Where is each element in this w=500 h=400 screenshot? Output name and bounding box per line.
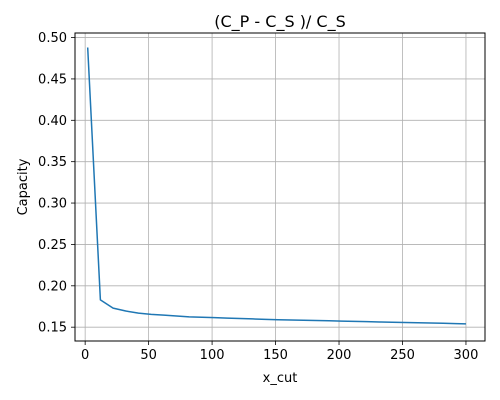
x-axis: 0 50 100 150 200 250 300 <box>81 341 478 363</box>
x-axis-label: x_cut <box>263 371 298 386</box>
y-tick-label: 0.45 <box>38 72 67 87</box>
series-line <box>86 47 466 325</box>
y-tick-label: 0.40 <box>38 114 67 129</box>
x-tick-label: 0 <box>81 348 89 363</box>
x-tick-label: 250 <box>390 348 415 363</box>
chart-title: (C_P - C_S )/ C_S <box>214 12 345 32</box>
y-tick-label: 0.30 <box>38 197 67 212</box>
x-tick-label: 50 <box>140 348 157 363</box>
x-tick-label: 300 <box>454 348 479 363</box>
x-tick-label: 150 <box>263 348 288 363</box>
y-tick-label: 0.15 <box>38 321 67 336</box>
plot-frame <box>74 32 486 342</box>
x-tick-label: 200 <box>327 348 352 363</box>
x-tick-label: 100 <box>200 348 225 363</box>
y-tick-label: 0.25 <box>38 238 67 253</box>
y-axis: 0.15 0.20 0.25 0.30 0.35 0.40 0.45 0.50 <box>38 31 75 336</box>
y-tick-label: 0.20 <box>38 279 67 294</box>
y-axis-label: Capacity <box>16 158 31 215</box>
y-tick-label: 0.35 <box>38 155 67 170</box>
y-tick-label: 0.50 <box>38 31 67 46</box>
series-group <box>86 47 466 325</box>
grid <box>75 33 485 341</box>
